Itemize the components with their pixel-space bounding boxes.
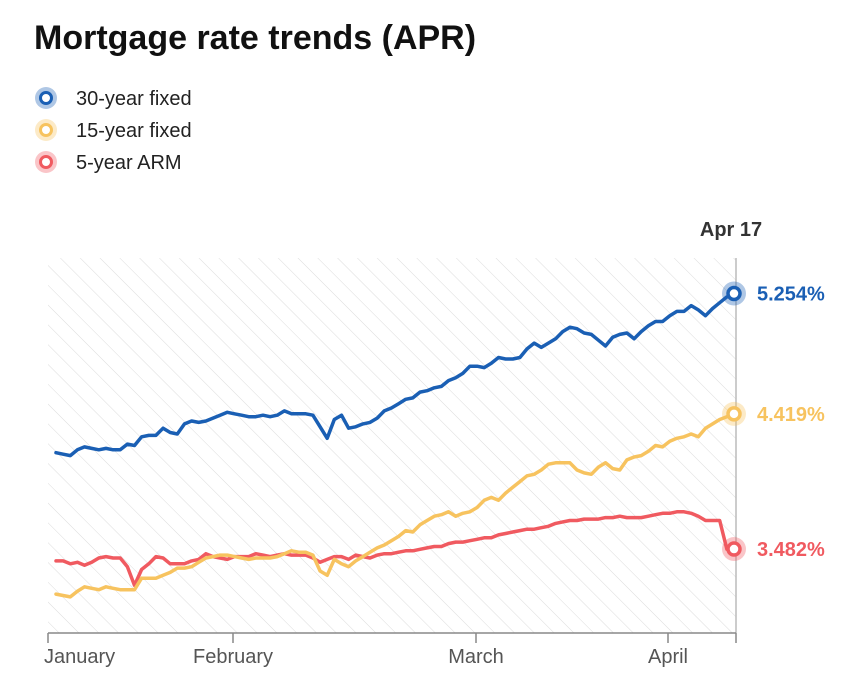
chart-title: Mortgage rate trends (APR): [34, 19, 476, 57]
legend-label: 15-year fixed: [76, 120, 192, 142]
end-value-label: 4.419%: [757, 404, 825, 426]
legend-label: 30-year fixed: [76, 88, 192, 110]
x-tick-label: February: [193, 646, 273, 668]
legend: 30-year fixed 15-year fixed 5-year ARM: [35, 87, 192, 174]
series-line-5-year-arm: [54, 510, 736, 588]
series-line-15-year-fixed: [54, 412, 736, 599]
legend-label: 5-year ARM: [76, 152, 182, 174]
legend-marker: [39, 123, 53, 137]
x-tick-label: January: [44, 646, 115, 668]
legend-marker: [39, 91, 53, 105]
end-marker: [726, 406, 742, 422]
x-axis-ticks: January February March April: [44, 633, 737, 668]
legend-marker: [39, 155, 53, 169]
end-date-label: Apr 17: [700, 219, 762, 241]
plot-area-background: [48, 258, 736, 633]
series-layer: 5.254% 4.419% 3.482%: [54, 281, 825, 599]
x-tick-label: April: [648, 646, 688, 668]
series-line-30-year-fixed: [54, 291, 736, 458]
end-value-label: 5.254%: [757, 283, 825, 305]
x-tick-label: March: [448, 646, 504, 668]
end-value-label: 3.482%: [757, 539, 825, 561]
end-marker: [726, 541, 742, 557]
end-marker: [726, 285, 742, 302]
